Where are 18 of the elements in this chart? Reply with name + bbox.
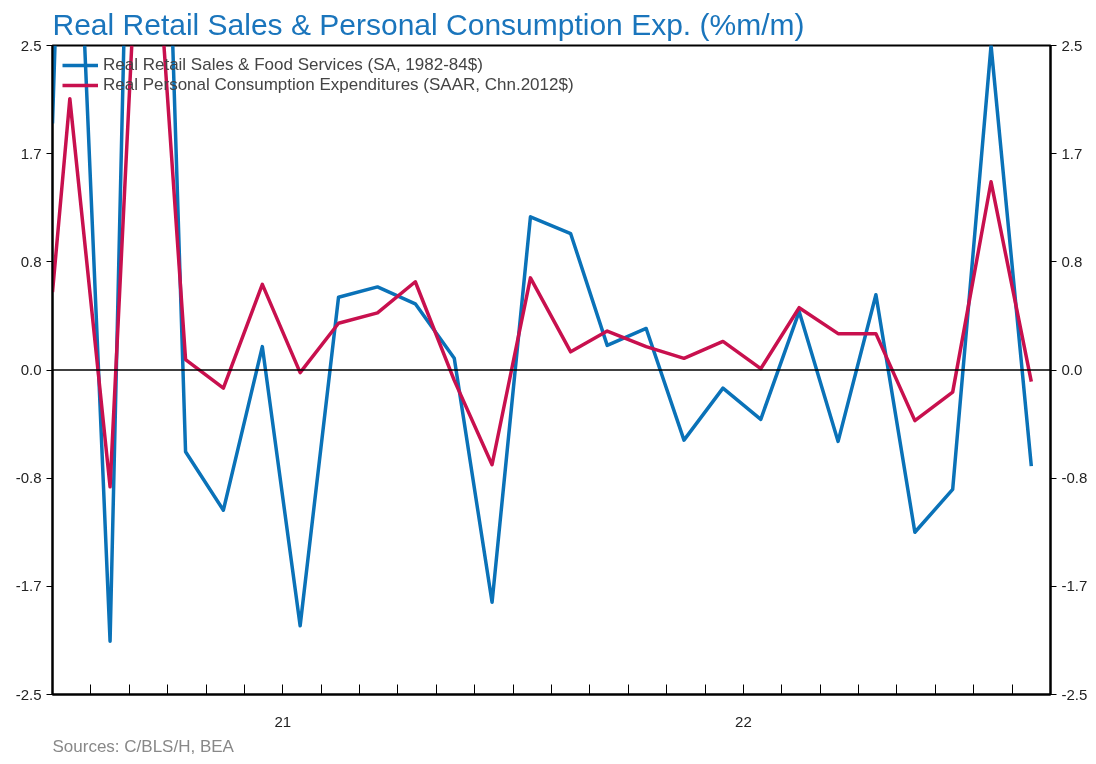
x-tick-label: 22 bbox=[735, 712, 752, 730]
y-tick-label: 2.5 bbox=[20, 36, 42, 54]
y-tick-label: -2.5 bbox=[15, 685, 42, 703]
y2-tick-label: -0.8 bbox=[1061, 469, 1088, 487]
y2-tick-label: 1.7 bbox=[1061, 144, 1083, 162]
y-tick-label: 0.8 bbox=[20, 252, 42, 270]
y2-tick-label: 0.8 bbox=[1061, 252, 1083, 270]
chart-title: Real Retail Sales & Personal Consumption Exp. (%m/m) bbox=[52, 7, 805, 41]
x-tick-label: 21 bbox=[274, 712, 292, 730]
y-tick-label: 1.7 bbox=[20, 144, 42, 162]
y2-tick-label: -2.5 bbox=[1061, 685, 1088, 703]
y-tick-label: 0.0 bbox=[20, 361, 42, 378]
y2-tick-label: -1.7 bbox=[1061, 577, 1088, 595]
y2-tick-label: 0.0 bbox=[1061, 361, 1083, 378]
y-tick-label: -0.8 bbox=[15, 469, 42, 487]
y2-tick-label: 2.5 bbox=[1061, 36, 1083, 54]
y-tick-label: -1.7 bbox=[15, 577, 42, 595]
source-note: Sources: C/BLS/H, BEA bbox=[52, 736, 235, 756]
